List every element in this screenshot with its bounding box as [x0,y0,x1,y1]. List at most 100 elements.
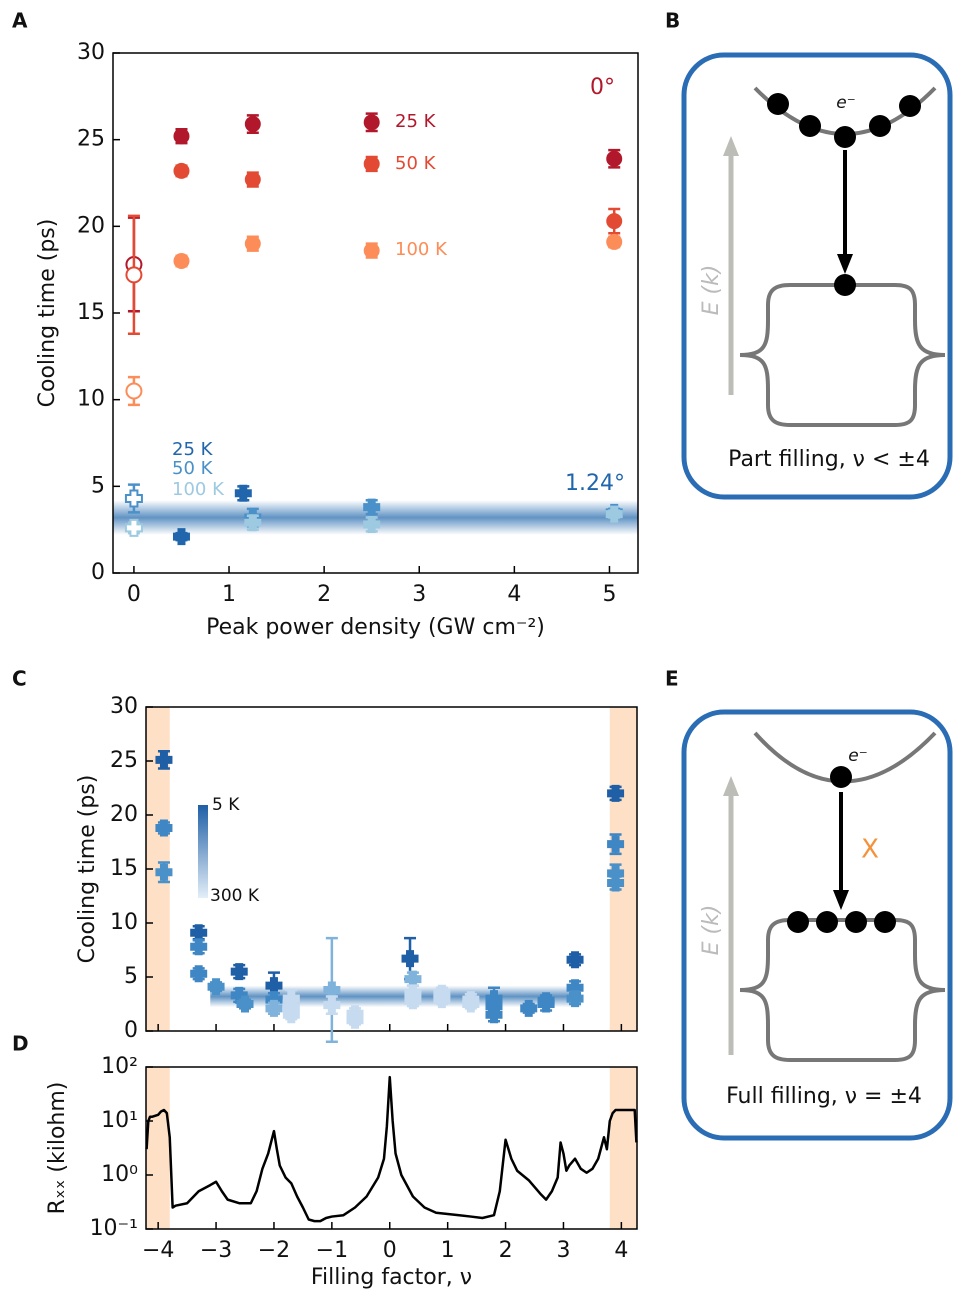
point [566,990,584,1008]
electron [899,95,921,117]
point [401,950,419,968]
electron [767,93,789,115]
caption: Part filling, ν < ±4 [728,447,930,472]
energy-label: E (k) [699,905,724,956]
point [363,114,380,131]
electron [816,911,838,933]
point [124,518,143,537]
flat-band [739,353,946,427]
point [155,751,173,769]
y-tick-label: 25 [77,127,105,152]
point [606,233,623,250]
electron [869,115,891,137]
blocked-label: X [861,835,879,865]
point [244,514,262,532]
electron [834,126,856,148]
x-tick-label: 3 [412,582,426,607]
y-tick-label: 5 [91,473,105,498]
x-tick-label: 1 [441,1238,455,1263]
electron [799,115,821,137]
x-tick-label: 0 [127,582,141,607]
point [363,515,381,533]
point [607,874,625,892]
y-tick-label: 20 [110,802,138,827]
x-tick-label: 3 [556,1238,570,1263]
point [363,155,380,172]
electron [830,766,852,788]
x-tick-label: −3 [200,1238,232,1263]
series-label: 100 K [395,239,448,260]
y-tick-label: 10¹ [101,1108,138,1133]
caption: Full filling, ν = ±4 [726,1084,922,1109]
electron [834,274,856,296]
frame [681,52,953,500]
point [125,382,143,400]
y-tick-label: 10⁻¹ [90,1216,138,1241]
arrow-head [723,776,739,796]
y-tick-label: 10⁰ [101,1162,138,1187]
point [537,992,555,1010]
frame [681,709,953,1141]
point [244,235,261,252]
flat-band [739,988,946,1062]
point [566,951,584,969]
point [234,484,252,502]
x-tick-label: −1 [316,1238,348,1263]
y-tick-label: 15 [110,856,138,881]
point [173,162,190,179]
point [462,995,480,1013]
point [155,819,173,837]
diagram: E (k) e⁻ Part filling, ν < ±4 [681,52,953,500]
x-tick-label: 5 [602,582,616,607]
energy-label: E (k) [699,265,724,316]
y-tick-label: 10 [77,387,105,412]
panel-label: A [12,9,28,33]
point [155,863,173,881]
arrow-head [723,136,739,156]
point [230,963,248,981]
x-axis-label: Peak power density (GW cm⁻²) [206,615,545,640]
point [124,489,143,508]
series-label: 25 K [172,439,214,460]
point [607,784,625,802]
panel-label: E [665,667,679,691]
point [607,835,625,853]
point [363,242,380,259]
electron [874,911,896,933]
point [433,991,451,1009]
point [606,213,623,230]
diagram: E (k) e⁻ X Full filling, ν = ±4 [681,709,953,1141]
electron-label: e⁻ [848,746,867,766]
y-tick-label: 0 [91,560,105,585]
x-tick-label: 1 [222,582,236,607]
annotation: 0° [590,75,615,100]
annotation: 1.24° [565,471,625,496]
colorbar [198,805,208,898]
x-tick-label: 0 [383,1238,397,1263]
y-tick-label: 5 [124,964,138,989]
x-tick-label: 2 [317,582,331,607]
y-axis-label: Cooling time (ps) [75,775,100,964]
point [207,978,225,996]
point [363,498,381,516]
point [605,505,623,523]
shaded-region [609,1067,637,1229]
y-tick-label: 25 [110,748,138,773]
point [346,1011,364,1029]
shaded-region [146,1067,170,1229]
electron-label: e⁻ [836,93,855,113]
point [606,150,623,167]
y-tick-label: 10² [101,1054,138,1079]
colorbar-label: 300 K [210,886,260,906]
series-label: 50 K [172,458,214,479]
arrow-head [833,890,849,910]
line [145,1075,638,1223]
panel-label: C [12,667,27,691]
point [173,253,190,269]
point [125,266,143,284]
point [190,965,208,983]
y-tick-label: 10 [110,910,138,935]
point [244,171,261,188]
y-tick-label: 30 [77,40,105,65]
